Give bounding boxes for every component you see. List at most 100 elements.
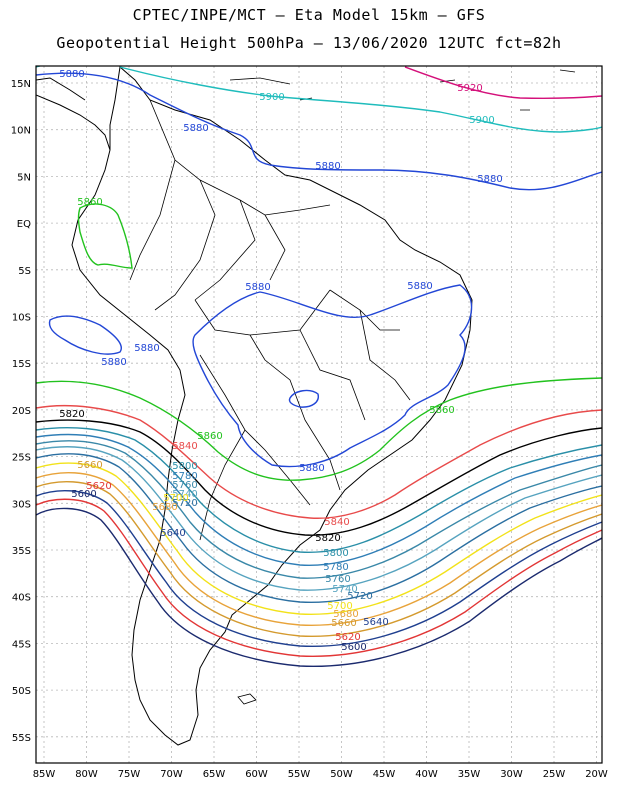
lon-tick-label: 25W (543, 769, 566, 780)
lon-tick-label: 85W (33, 769, 56, 780)
lat-tick-label: 50S (12, 686, 31, 697)
geopotential-contours (36, 66, 602, 668)
contour-label-5740: 5740 (332, 584, 357, 595)
contour-5620 (36, 498, 602, 658)
lon-tick-label: 35W (458, 769, 481, 780)
lat-tick-label: 15N (11, 79, 31, 90)
lat-tick-label: 55S (12, 733, 31, 744)
lon-tick-label: 70W (160, 769, 183, 780)
contour-label-5900: 5900 (259, 92, 284, 103)
contour-label-5600: 5600 (71, 489, 96, 500)
lon-tick-label: 40W (415, 769, 438, 780)
lat-tick-label: 5N (17, 172, 31, 183)
contour-label-5760: 5760 (325, 574, 350, 585)
contour-label-5860: 5860 (77, 197, 102, 208)
lon-tick-label: 80W (75, 769, 98, 780)
lon-tick-label: 75W (118, 769, 141, 780)
contour-label-5620: 5620 (86, 481, 111, 492)
lat-tick-label: 25S (12, 453, 31, 464)
contour-label-5660: 5660 (77, 460, 102, 471)
lat-tick-label: 10N (11, 126, 31, 137)
caribbean-islands (229, 69, 576, 111)
contour-label-5800: 5800 (323, 548, 348, 559)
contour-label-5740: 5740 (172, 489, 197, 500)
contour-label-5800: 5800 (172, 461, 197, 472)
contour-label-5880: 5880 (183, 123, 208, 134)
contour-5880 (48, 315, 122, 355)
longitude-labels: 85W 80W 75W 70W 65W 60W 55W 50W 45W 40W 35W 30W 25W 2… (33, 769, 608, 780)
contour-label-5880: 5880 (477, 174, 502, 185)
lat-tick-label: 5S (18, 266, 31, 277)
contour-label-5760: 5760 (172, 480, 197, 491)
contour-label-5820: 5820 (315, 533, 340, 544)
contour-label-5840: 5840 (324, 517, 349, 528)
contour-label-5640: 5640 (363, 617, 388, 628)
contour-5680 (36, 471, 602, 627)
lon-tick-label: 30W (500, 769, 523, 780)
contour-label-5680: 5680 (333, 609, 358, 620)
contour-5880 (192, 284, 473, 468)
falkland-islands (237, 693, 257, 705)
contour-label-5780: 5780 (323, 562, 348, 573)
lat-tick-label: 35S (12, 546, 31, 557)
map-title-line1: CPTEC/INPE/MCT – Eta Model 15km – GFS (132, 6, 486, 24)
map-title-line2: Geopotential Height 500hPa – 13/06/2020 … (56, 34, 562, 52)
contour-label-5920: 5920 (457, 83, 482, 94)
contour-label-5700: 5700 (327, 601, 352, 612)
contour-label-5880: 5880 (134, 343, 159, 354)
lat-tick-label: EQ (17, 219, 31, 230)
contour-5840 (36, 404, 602, 519)
contour-label-5880: 5880 (59, 69, 84, 80)
lat-lon-grid (36, 66, 602, 763)
contour-5900 (119, 66, 602, 133)
central-america-coastline (36, 77, 111, 151)
contour-label-5900: 5900 (469, 115, 494, 126)
contour-label-5620: 5620 (335, 632, 360, 643)
contour-5640 (36, 489, 602, 648)
contour-label-5700: 5700 (163, 493, 188, 504)
lon-tick-label: 20W (585, 769, 608, 780)
contour-5920 (404, 66, 602, 99)
contour-5820 (36, 419, 602, 536)
latitude-labels: 15N 10N 5N EQ 5S 10S 15S 20S 25S 30S 35S 40S 45S 50S 5… (11, 79, 31, 744)
lat-tick-label: 15S (12, 359, 31, 370)
country-borders (129, 99, 411, 541)
lon-tick-label: 60W (245, 769, 268, 780)
contour-5760 (36, 440, 602, 579)
contour-5660 (36, 480, 602, 638)
contour-label-5860: 5860 (429, 405, 454, 416)
contour-label-5600: 5600 (341, 642, 366, 653)
contour-5720 (36, 453, 602, 604)
contour-5600 (36, 507, 602, 668)
contour-labels: 5920 5900 5900 5880 5880 5880 5880 5880 5880 5880… (59, 69, 502, 653)
contour-label-5880: 5880 (407, 281, 432, 292)
contour-label-5880: 5880 (299, 463, 324, 474)
contour-label-5860: 5860 (197, 431, 222, 442)
lat-tick-label: 40S (12, 593, 31, 604)
contour-5860 (77, 203, 133, 269)
contour-5880 (36, 72, 602, 191)
contour-5800 (36, 427, 602, 553)
contour-label-5780: 5780 (172, 471, 197, 482)
contour-label-5880: 5880 (315, 161, 340, 172)
lon-tick-label: 50W (330, 769, 353, 780)
contour-label-5880: 5880 (101, 357, 126, 368)
contour-label-5820: 5820 (59, 409, 84, 420)
contour-5880 (288, 389, 319, 408)
lon-tick-label: 45W (373, 769, 396, 780)
contour-label-5640: 5640 (160, 528, 185, 539)
lat-tick-label: 20S (12, 406, 31, 417)
south-america-coastline (71, 66, 473, 746)
contour-5700 (36, 462, 602, 616)
contour-5780 (36, 433, 602, 566)
lon-tick-label: 55W (288, 769, 311, 780)
contour-5860 (36, 377, 602, 481)
contour-label-5720: 5720 (347, 591, 372, 602)
contour-label-5720: 5720 (172, 498, 197, 509)
contour-label-5680: 5680 (152, 502, 177, 513)
contour-label-5880: 5880 (245, 282, 270, 293)
contour-label-5840: 5840 (172, 441, 197, 452)
lat-tick-label: 10S (12, 313, 31, 324)
map-frame (35, 65, 603, 764)
